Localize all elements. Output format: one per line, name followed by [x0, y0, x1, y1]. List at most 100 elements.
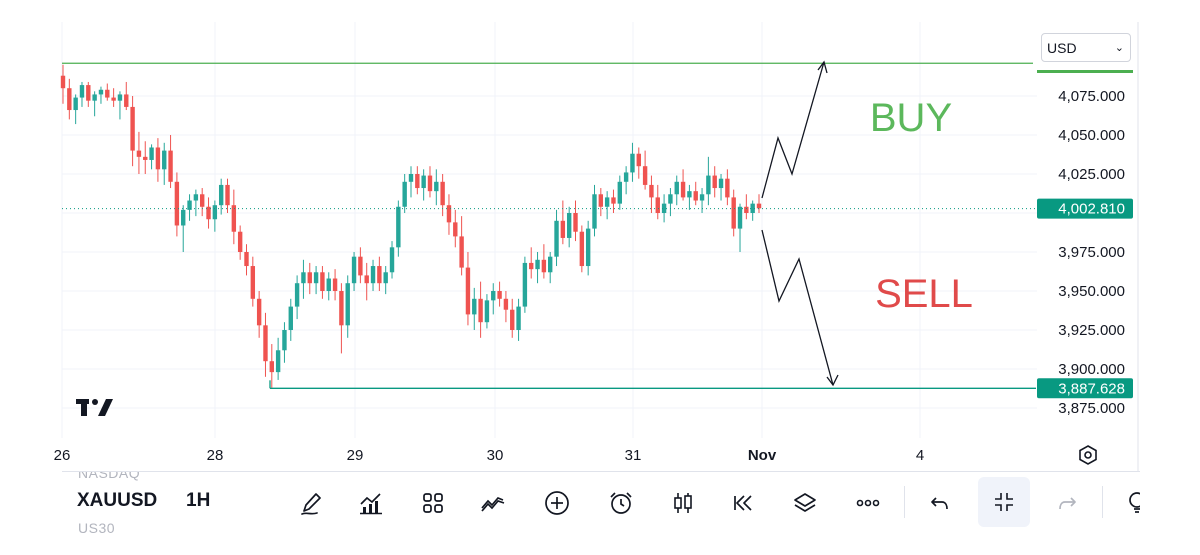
layouts-button[interactable]	[410, 484, 456, 522]
candle-body	[642, 166, 648, 185]
candle	[687, 184, 692, 210]
alert-button[interactable]	[598, 484, 644, 522]
symbol-name[interactable]: XAUUSD	[77, 490, 158, 511]
candles-icon	[674, 493, 692, 513]
object-tree-button[interactable]	[782, 484, 828, 522]
add-button[interactable]	[534, 484, 580, 522]
candle-body	[67, 88, 72, 111]
candle	[143, 141, 148, 174]
candle-body	[687, 191, 692, 198]
candle	[244, 244, 249, 276]
candle	[275, 337, 281, 380]
candle-body	[408, 174, 414, 182]
candle-body	[510, 309, 515, 330]
candle	[200, 188, 205, 217]
tradingview-logo	[76, 399, 113, 416]
candle-body	[105, 89, 110, 98]
candle	[92, 91, 97, 117]
candle	[459, 216, 464, 276]
candle-body	[187, 200, 192, 210]
candle	[453, 209, 458, 248]
last-price-badge-bg	[1037, 198, 1133, 219]
candle-body	[415, 174, 420, 189]
candle	[402, 174, 407, 213]
candle	[649, 175, 654, 213]
candle	[592, 184, 597, 237]
candle	[642, 150, 648, 190]
candle	[79, 81, 85, 107]
layers-icon	[794, 493, 816, 512]
candle	[415, 166, 420, 195]
candle-body	[200, 194, 205, 207]
projection-drawings	[761, 60, 839, 387]
candle	[529, 247, 534, 279]
candle-body	[377, 266, 382, 284]
time-tick-label: 30	[487, 447, 504, 464]
chart-settings-button[interactable]	[1074, 441, 1102, 469]
candle	[503, 291, 509, 323]
time-tick-label: 29	[347, 447, 364, 464]
candle	[478, 281, 483, 338]
drawing-tools-button[interactable]	[288, 484, 334, 522]
candle	[282, 322, 287, 363]
candle	[680, 169, 686, 201]
ideas-button[interactable]	[1114, 484, 1140, 522]
candle-body	[535, 259, 540, 270]
currency-selector[interactable]: USD ⌄	[1041, 33, 1131, 62]
candle	[497, 281, 502, 307]
candle	[446, 194, 452, 235]
candle-body	[516, 306, 521, 330]
compare-button[interactable]	[470, 484, 516, 522]
candle-body	[421, 175, 426, 189]
redo-icon	[1059, 497, 1076, 510]
chart-grid	[61, 22, 1139, 471]
candle	[67, 78, 72, 120]
candle-body	[440, 181, 445, 206]
candle	[661, 194, 667, 223]
candle-body	[124, 94, 129, 107]
candle-body	[275, 350, 281, 373]
candle	[604, 191, 610, 220]
candle-body	[592, 194, 597, 229]
price-tick-label: 4,050.000	[1058, 127, 1125, 144]
candle	[307, 262, 312, 295]
candle-body	[655, 197, 660, 213]
candle-body	[370, 266, 376, 284]
candle	[541, 244, 547, 279]
interval-selector[interactable]: 1H	[186, 490, 211, 511]
chart-type-button[interactable]	[660, 484, 706, 522]
candle-body	[579, 231, 585, 267]
candle-body	[402, 181, 407, 207]
collapse-icon	[995, 493, 1013, 511]
candle-body	[623, 172, 629, 182]
symbol-prev[interactable]: NASDAQ	[78, 471, 141, 481]
plus-circle-icon	[545, 491, 569, 515]
candle-body	[731, 197, 736, 229]
fullscreen-exit-button[interactable]	[978, 477, 1030, 527]
candle	[510, 298, 515, 338]
candle	[168, 135, 173, 189]
candle	[389, 241, 395, 279]
price-tick-label: 3,875.000	[1058, 400, 1125, 417]
candle	[225, 178, 230, 213]
candle-body	[149, 147, 154, 160]
candle	[256, 291, 262, 338]
more-button[interactable]	[845, 484, 891, 522]
candle	[73, 94, 78, 125]
candle-body	[351, 256, 357, 284]
replay-button[interactable]	[720, 484, 766, 522]
candle-body	[674, 181, 679, 195]
redo-button[interactable]	[1044, 484, 1090, 522]
last-price-badge: 4,002.810	[1037, 198, 1133, 219]
support-price-badge-text: 3,887.628	[1058, 380, 1125, 397]
symbol-next[interactable]: US30	[78, 520, 116, 534]
time-tick-label: 28	[207, 447, 224, 464]
candle-body	[168, 150, 173, 182]
candle	[231, 189, 237, 245]
undo-button[interactable]	[917, 484, 963, 522]
candle-body	[617, 181, 622, 204]
candle	[693, 181, 698, 206]
indicators-button[interactable]	[348, 484, 394, 522]
candle	[326, 272, 331, 301]
